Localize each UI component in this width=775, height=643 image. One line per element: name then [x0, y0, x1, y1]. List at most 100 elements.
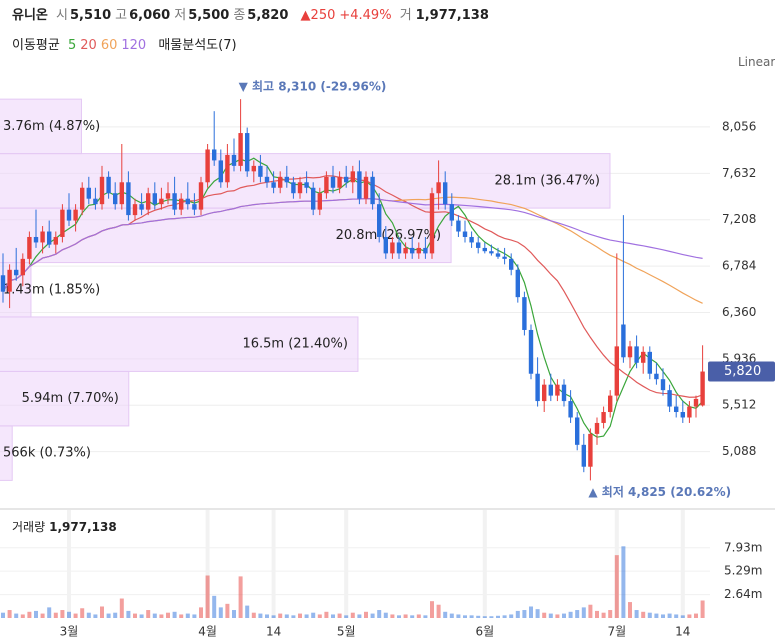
candle-body: [291, 182, 296, 194]
candle-body: [198, 182, 204, 210]
volume-bar: [555, 614, 560, 618]
candle-body: [212, 149, 217, 161]
volume-bar: [489, 616, 494, 618]
volume-profile-label: 3.76m (4.87%): [3, 119, 100, 134]
candle-body: [660, 379, 666, 391]
volume-bar: [53, 612, 58, 618]
candle-body: [330, 176, 336, 188]
volume-bar: [278, 613, 283, 618]
y-tick-label: 7,632: [722, 166, 756, 180]
candle-body: [594, 422, 600, 434]
stock-name: 유니온: [12, 8, 48, 23]
field-label: 시: [56, 8, 68, 23]
candle-body: [297, 182, 303, 194]
candle-body: [284, 176, 289, 183]
candle-body: [251, 165, 256, 172]
ma-legend: 20: [80, 38, 97, 53]
candle-body: [429, 193, 435, 254]
candle-body: [687, 406, 692, 418]
scale-label: Linear: [738, 55, 775, 69]
candle-body: [245, 133, 250, 172]
volume-bar: [73, 613, 78, 618]
candle-body: [317, 193, 322, 210]
field-label: 저: [174, 8, 187, 23]
x-tick-label: 3월: [60, 625, 79, 639]
volume-bar: [575, 610, 580, 618]
volume-bar: [581, 607, 586, 618]
volume-bar: [469, 615, 474, 618]
candle-body: [443, 182, 448, 205]
candle-body: [509, 258, 514, 270]
candle-body: [66, 209, 72, 221]
volume-bar: [218, 607, 223, 618]
candle-body: [476, 242, 481, 248]
candle-body: [93, 198, 98, 205]
candle-body: [489, 251, 494, 254]
candle-body: [608, 395, 613, 413]
volume-bar: [588, 604, 593, 618]
volume-bar: [364, 611, 368, 618]
y-tick-label: 5,512: [722, 398, 756, 412]
field-value: 5,500: [188, 8, 230, 23]
candle-body: [482, 247, 487, 252]
volume-bar: [126, 610, 131, 618]
x-tick-label: 5월: [337, 625, 356, 639]
last-price-label: 5,820: [724, 364, 761, 379]
candle-body: [403, 247, 408, 254]
candle-body: [337, 176, 342, 188]
volume-bar: [152, 613, 157, 618]
volume-bar: [350, 612, 355, 618]
last-price-tag: [708, 361, 775, 382]
volume-bar: [687, 614, 692, 618]
candle-body: [634, 346, 639, 363]
candle-body: [390, 242, 395, 254]
candle-body: [132, 204, 138, 216]
ma-legend: 120: [121, 38, 147, 53]
field-value: 5,510: [70, 8, 112, 23]
x-tick-label: 6월: [475, 625, 494, 639]
volume-profile-label: 28.1m (36.47%): [495, 173, 600, 188]
candle-body: [40, 231, 45, 243]
candle-body: [528, 329, 534, 374]
indicator-legend: 이동평균 5 20 60 120 매물분석도(7): [12, 34, 241, 53]
candle-body: [126, 182, 131, 216]
ma-legend: 5: [67, 38, 77, 53]
candle-body: [674, 406, 679, 413]
volume-bar: [119, 598, 124, 618]
x-tick-label: 7월: [607, 625, 626, 639]
volume-tick-label: 5.29m: [724, 564, 762, 578]
volume-bar: [146, 610, 151, 618]
volume-bar: [106, 613, 111, 618]
candle-body: [416, 247, 421, 254]
candle-body: [357, 171, 362, 199]
volume-bar: [654, 613, 659, 618]
volume-bar: [515, 610, 520, 618]
candle-body: [7, 269, 12, 292]
volume-bar: [430, 601, 434, 618]
volume-bar: [86, 612, 91, 618]
candle-body: [344, 176, 349, 183]
volume-bar: [205, 575, 210, 618]
profile-title: 매물분석도(7): [158, 38, 237, 53]
volume-bar: [67, 611, 71, 618]
volume-bar: [357, 614, 362, 618]
candle-body: [522, 297, 527, 330]
x-tick-label: 14: [266, 625, 281, 639]
candle-body: [561, 384, 567, 402]
volume-bar: [595, 610, 599, 618]
candle-body: [627, 346, 633, 358]
volume-bar: [601, 612, 606, 618]
volume-bar: [548, 613, 553, 618]
candle-body: [542, 384, 547, 402]
ma-legend: 60: [100, 38, 118, 53]
volume-bar: [324, 611, 329, 618]
volume-bar: [100, 606, 104, 618]
volume-profile-bar: [0, 98, 82, 155]
volume-profile-label: 20.8m (26.97%): [336, 228, 441, 243]
volume-bar: [667, 613, 672, 618]
candle-body: [363, 176, 369, 199]
volume-bar: [14, 613, 19, 618]
candle-body: [614, 346, 619, 396]
candle-body: [192, 204, 197, 210]
volume-bar: [40, 613, 45, 618]
